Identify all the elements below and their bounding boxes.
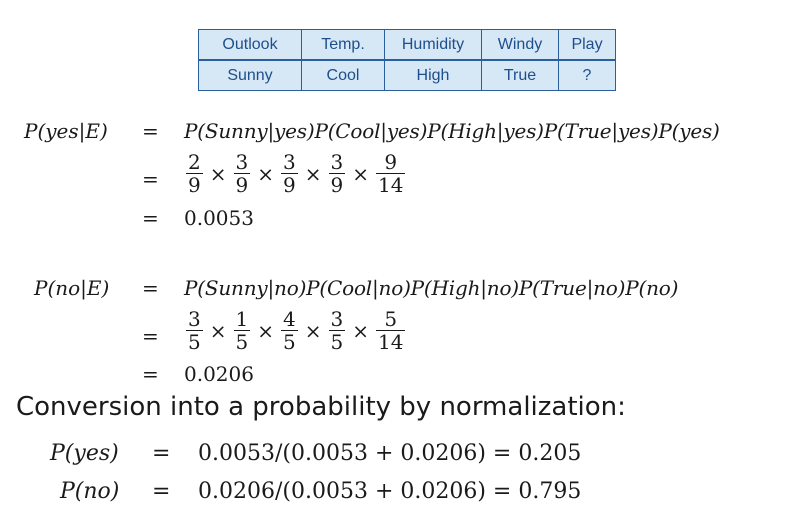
times-symbol: × bbox=[352, 318, 369, 343]
normalization-heading: Conversion into a probability by normali… bbox=[16, 392, 626, 422]
table-cell: Cool bbox=[301, 59, 385, 91]
norm-yes-lhs: P(yes) bbox=[50, 441, 119, 466]
yes-fraction-product: 2 9 × 3 9 × 3 9 × 3 9 × 9 14 bbox=[184, 151, 407, 196]
times-symbol: × bbox=[304, 161, 322, 186]
norm-no-eq: = bbox=[152, 479, 171, 504]
instance-table: Outlook Temp. Humidity Windy Play Sunny … bbox=[198, 29, 616, 91]
yes-result: 0.0053 bbox=[184, 206, 254, 230]
table-header-cell: Temp. bbox=[301, 29, 385, 61]
no-result: 0.0206 bbox=[184, 362, 254, 386]
table-header-cell: Play bbox=[558, 29, 616, 61]
times-symbol: × bbox=[209, 318, 227, 343]
fraction: 5 14 bbox=[376, 307, 406, 354]
table-cell: True bbox=[481, 59, 559, 91]
table-header-cell: Windy bbox=[481, 29, 559, 61]
norm-no-lhs: P(no) bbox=[60, 479, 120, 504]
yes-expression: P(Sunny|yes)P(Cool|yes)P(High|yes)P(True… bbox=[184, 119, 720, 143]
table-cell: High bbox=[384, 59, 482, 91]
no-fraction-product: 3 5 × 1 5 × 4 5 × 3 5 × 5 14 bbox=[184, 308, 407, 353]
no-eq-2: = bbox=[142, 324, 159, 348]
fraction: 9 14 bbox=[376, 150, 406, 197]
norm-yes-eq: = bbox=[152, 441, 171, 466]
norm-yes-rhs: 0.0053/(0.0053 + 0.0206) = 0.205 bbox=[198, 441, 582, 466]
yes-eq-2: = bbox=[142, 167, 159, 191]
norm-no-rhs: 0.0206/(0.0053 + 0.0206) = 0.795 bbox=[198, 479, 582, 504]
table-header-row: Outlook Temp. Humidity Windy Play bbox=[198, 29, 616, 61]
table-cell: Sunny bbox=[198, 59, 302, 91]
no-lhs: P(no|E) bbox=[34, 276, 109, 300]
times-symbol: × bbox=[209, 161, 227, 186]
yes-eq-3: = bbox=[142, 206, 159, 230]
table-row: Sunny Cool High True ? bbox=[198, 59, 616, 91]
times-symbol: × bbox=[257, 161, 274, 186]
no-eq-3: = bbox=[142, 362, 159, 386]
no-lhs-text: P(no|E) bbox=[34, 276, 110, 300]
no-expression: P(Sunny|no)P(Cool|no)P(High|no)P(True|no… bbox=[184, 276, 679, 300]
table-header-cell: Outlook bbox=[198, 29, 302, 61]
times-symbol: × bbox=[304, 318, 322, 343]
yes-eq-1: = bbox=[142, 119, 159, 143]
yes-lhs-text: P(yes|E) bbox=[24, 119, 108, 143]
times-symbol: × bbox=[257, 318, 274, 343]
table-cell: ? bbox=[558, 59, 616, 91]
no-eq-1: = bbox=[142, 276, 159, 300]
yes-lhs: P(yes|E) bbox=[24, 119, 108, 143]
table-header-cell: Humidity bbox=[384, 29, 482, 61]
times-symbol: × bbox=[352, 161, 369, 186]
